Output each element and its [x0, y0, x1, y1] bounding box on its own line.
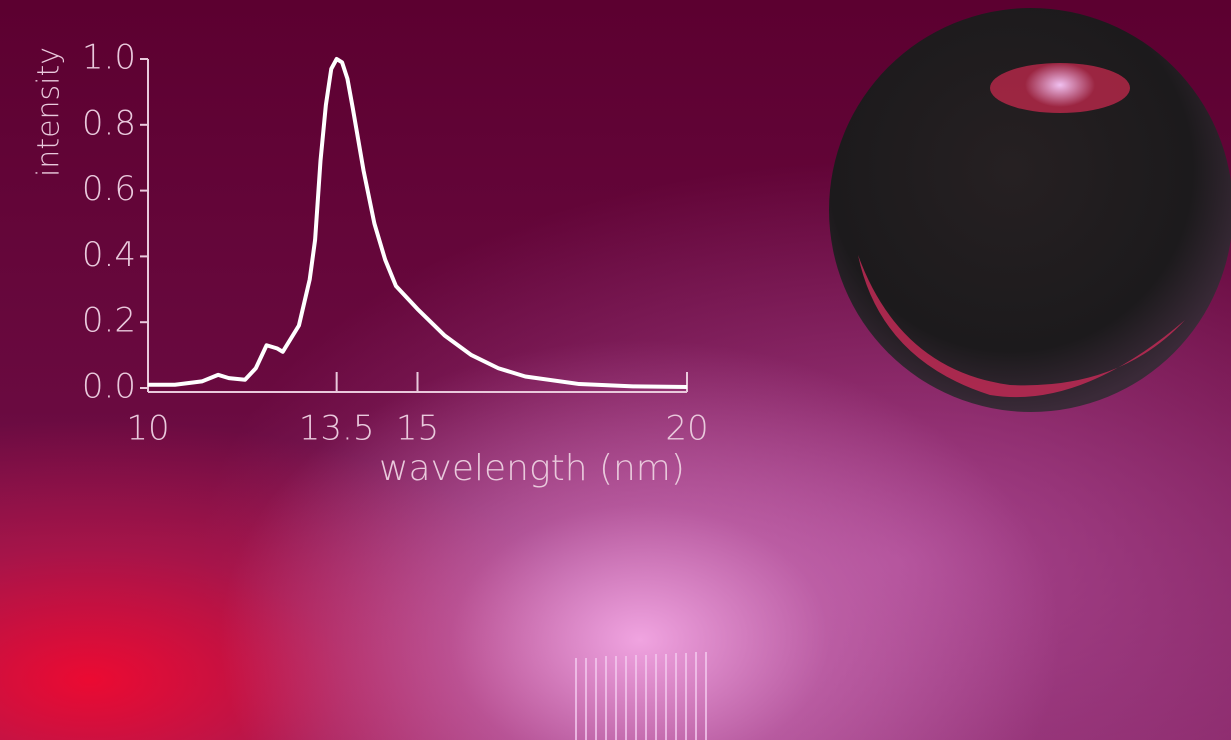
y-tick-label: 1.0: [82, 38, 136, 78]
y-tick-label: 0.6: [82, 169, 136, 209]
sphere: [829, 8, 1231, 412]
y-tick-label: 0.8: [82, 103, 136, 143]
scene: intensity wavelength (nm) 0.0 0.2 0.4 0.6 0.…: [0, 0, 1231, 740]
chart: intensity wavelength (nm) 0.0 0.2 0.4 0.6 0.…: [0, 0, 1231, 740]
x-tick-label: 10: [126, 409, 169, 449]
x-tick-label: 13.5: [299, 409, 375, 449]
x-axis-label: wavelength (nm): [379, 448, 685, 489]
x-tick-label: 15: [396, 409, 439, 449]
y-tick-label: 0.4: [82, 235, 136, 275]
x-tick-label: 20: [665, 409, 708, 449]
y-tick-label: 0.0: [82, 367, 136, 407]
spectrum-line: [148, 59, 687, 387]
grating: [576, 652, 706, 740]
y-tick-label: 0.2: [82, 301, 136, 341]
y-axis-label: intensity: [32, 47, 67, 177]
